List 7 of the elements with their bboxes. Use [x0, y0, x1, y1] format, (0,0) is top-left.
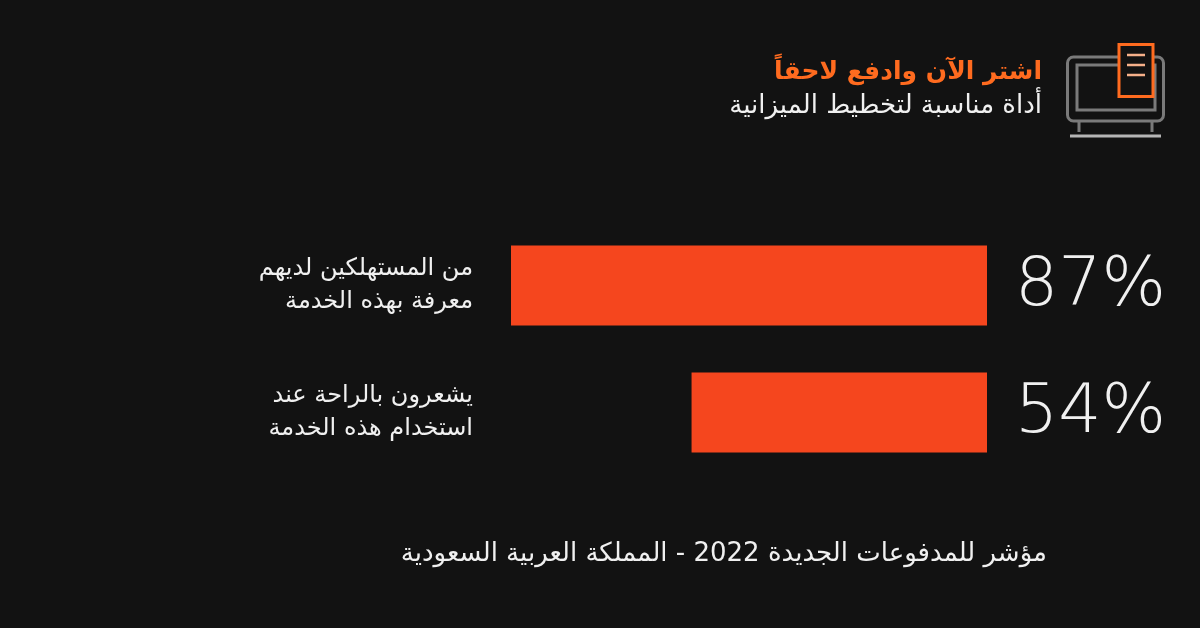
text: مؤشر للمدفوعات الجديدة 2022 - المملكة العربية السعودية [400, 536, 1047, 570]
y-tick-label: من المستهلكين لديهم معرفة بهذه الخدمة [258, 253, 473, 315]
data-label: 54% [1015, 369, 1167, 449]
chart-title: اشتر الآن وادفع لاحقاً [774, 55, 1042, 87]
chart-subtitle: أداة مناسبة لتخطيط الميزانية [729, 87, 1042, 121]
y-tick-label: يشعرون بالراحة عند استخدام هذه الخدمة [268, 380, 473, 442]
data-label: 87% [1015, 242, 1167, 322]
